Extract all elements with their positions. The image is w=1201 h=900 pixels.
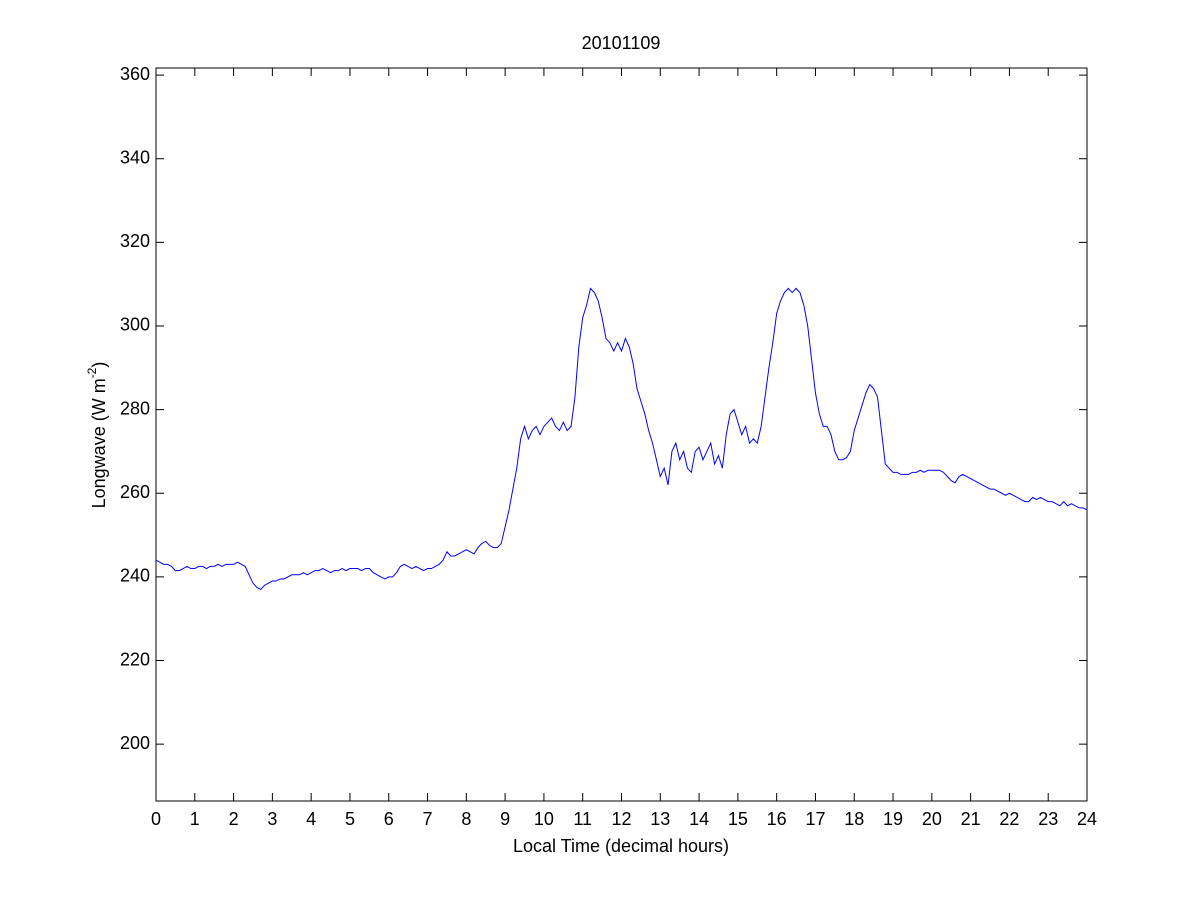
x-tick-label: 16	[767, 809, 787, 829]
x-tick-label: 3	[267, 809, 277, 829]
y-tick-label: 200	[120, 733, 150, 753]
x-tick-label: 24	[1077, 809, 1097, 829]
x-tick-label: 15	[728, 809, 748, 829]
data-line	[155, 287, 1088, 591]
x-tick-label: 18	[844, 809, 864, 829]
x-tick-label: 14	[689, 809, 709, 829]
x-tick-label: 2	[229, 809, 239, 829]
y-tick-label: 260	[120, 482, 150, 502]
y-tick-label: 340	[120, 147, 150, 167]
y-axis-label-superscript: -2	[85, 367, 99, 378]
x-tick-label: 0	[151, 809, 161, 829]
x-tick-label: 8	[461, 809, 471, 829]
y-tick-label: 300	[120, 315, 150, 335]
y-axis-label-text: Longwave (W m	[89, 378, 109, 508]
x-tick-label: 12	[611, 809, 631, 829]
x-tick-label: 7	[423, 809, 433, 829]
x-tick-label: 5	[345, 809, 355, 829]
plot-frame	[155, 67, 1088, 802]
x-tick-label: 10	[534, 809, 554, 829]
x-tick-label: 9	[500, 809, 510, 829]
y-tick-label: 240	[120, 566, 150, 586]
x-tick-label: 23	[1038, 809, 1058, 829]
x-tick-label: 20	[922, 809, 942, 829]
x-tick-label: 6	[384, 809, 394, 829]
x-tick-label: 17	[805, 809, 825, 829]
y-axis-label: Longwave (W m-2)	[85, 362, 109, 509]
y-tick-label: 220	[120, 649, 150, 669]
y-tick-label: 280	[120, 398, 150, 418]
x-tick-label: 22	[999, 809, 1019, 829]
x-tick-label: 1	[190, 809, 200, 829]
x-tick-label: 19	[883, 809, 903, 829]
x-tick-label: 4	[306, 809, 316, 829]
y-tick-label: 360	[120, 64, 150, 84]
y-tick-label: 320	[120, 231, 150, 251]
x-axis-label: Local Time (decimal hours)	[513, 836, 729, 856]
y-axis-label-suffix: )	[89, 362, 109, 368]
x-tick-label: 21	[961, 809, 981, 829]
chart-title: 20101109	[582, 33, 661, 53]
x-tick-label: 13	[650, 809, 670, 829]
x-tick-label: 11	[573, 809, 592, 829]
